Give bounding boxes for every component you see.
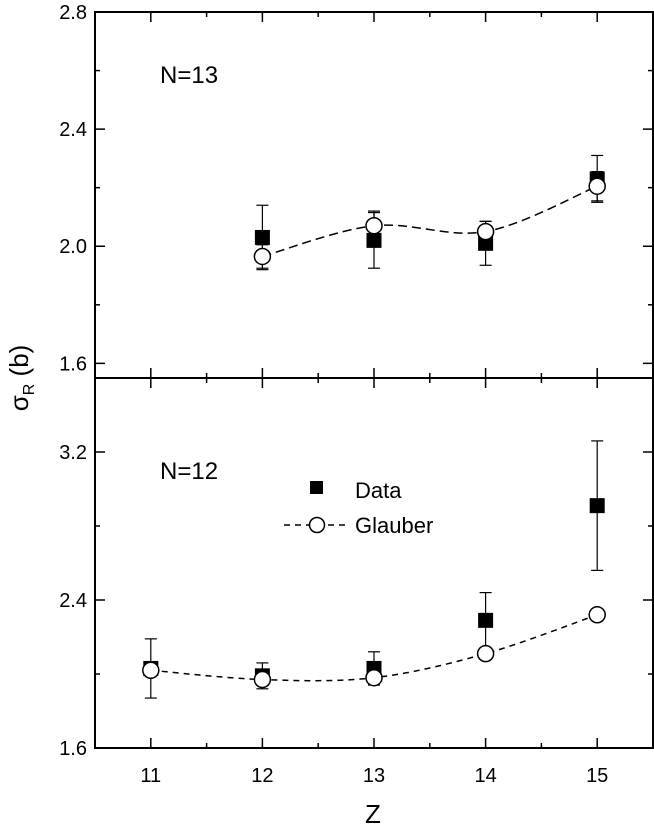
x-tick-label: 11: [140, 765, 161, 787]
x-tick-label: 12: [251, 765, 273, 787]
x-tick-label: 13: [363, 765, 385, 787]
legend-glauber-label: Glauber: [355, 513, 433, 538]
bottom-ytick-label: 3.2: [59, 442, 87, 464]
top-glauber-line: [262, 185, 598, 258]
top-glauber-point: [476, 222, 495, 241]
top-panel-label: N=13: [160, 62, 218, 89]
top-ytick-label: 2.4: [59, 119, 87, 141]
bottom-panel: 1.6 2.4 3.2: [59, 378, 653, 760]
legend-glauber-marker: [308, 516, 326, 534]
bottom-panel-label: N=12: [160, 458, 218, 485]
top-ytick-label: 1.6: [59, 353, 87, 375]
x-tick-label: 14: [474, 765, 496, 787]
top-glauber-point: [588, 177, 606, 195]
bottom-glauber-point: [253, 670, 272, 689]
x-tick-label: 15: [586, 765, 608, 787]
bottom-glauber-point: [142, 661, 160, 680]
bottom-glauber-point: [588, 606, 606, 624]
top-data-point: [366, 232, 382, 248]
bottom-glauber-point: [476, 644, 495, 663]
y-axis-title-unit: (b): [4, 345, 34, 384]
top-glauber-point: [253, 247, 272, 266]
bottom-ytick-label: 2.4: [59, 590, 87, 612]
legend-data-label: Data: [355, 478, 402, 503]
y-axis-title-subscript: R: [21, 384, 38, 396]
legend-data-marker: [310, 481, 323, 494]
bottom-data-point: [589, 498, 605, 514]
svg-text:σR (b): σR (b): [4, 345, 38, 412]
x-axis-title: Z: [365, 799, 381, 829]
y-axis-title: σR (b): [4, 345, 38, 412]
bottom-glauber-point: [365, 668, 383, 687]
top-data-point: [478, 235, 494, 251]
x-axis: 11 12 13 14 15: [140, 765, 608, 787]
top-ytick-label: 2.8: [59, 2, 87, 24]
legend: Data Glauber: [284, 478, 433, 538]
top-ytick-label: 2.0: [59, 236, 87, 258]
bottom-data-point: [478, 612, 494, 628]
top-glauber-point: [365, 216, 383, 235]
top-panel: 1.6 2.0 2.4 2.8: [59, 2, 653, 378]
y-axis-title-symbol: σ: [4, 395, 34, 411]
top-data-point: [254, 229, 270, 245]
bottom-ytick-label: 1.6: [59, 738, 87, 760]
